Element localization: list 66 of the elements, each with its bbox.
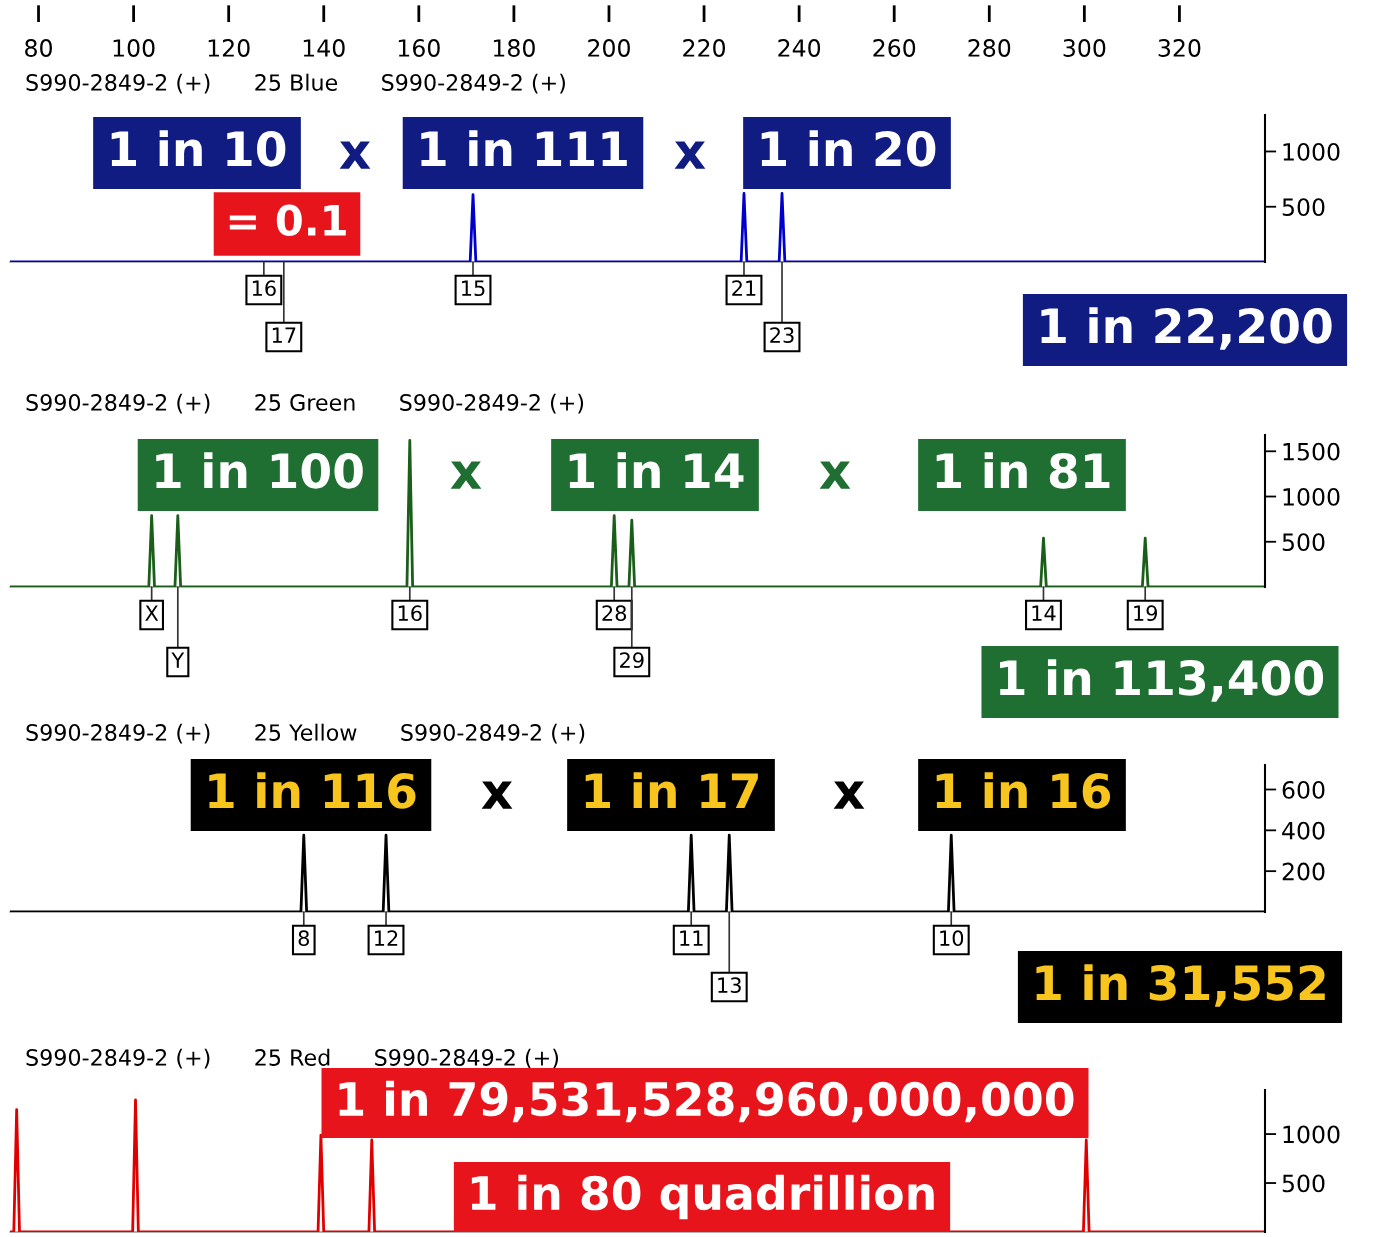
- annotation: 1 in 16: [936, 772, 1111, 809]
- y-tick-label: 1500: [1283, 442, 1340, 461]
- annotation: 1 in 17: [585, 772, 758, 809]
- annotation: x: [481, 781, 513, 809]
- annotation: 10: [940, 930, 964, 947]
- annotation: x: [674, 141, 706, 169]
- annotation: 12: [375, 930, 398, 946]
- annotation: 1 in 81: [936, 452, 1110, 489]
- annotation: 19: [1134, 605, 1157, 622]
- x-tick-label: 180: [493, 39, 535, 57]
- annotation: 8: [298, 930, 309, 947]
- x-tick-label: 240: [778, 39, 821, 57]
- x-tick-label: 280: [968, 39, 1011, 57]
- y-tick-label: 1000: [1283, 1125, 1340, 1144]
- annotation: 29: [620, 652, 644, 669]
- y-tick-label: 400: [1282, 821, 1325, 840]
- annotation: 13: [718, 977, 741, 994]
- annotation: 1 in 14: [569, 452, 744, 489]
- annotation: 16: [252, 280, 276, 297]
- annotation: 1 in 116: [209, 772, 416, 809]
- x-tick-label: 320: [1158, 39, 1201, 57]
- annotation: X: [145, 605, 159, 621]
- annotation: 1 in 20: [761, 130, 936, 167]
- text: 1 in 31,552: [1036, 964, 1325, 1007]
- x-tick-label: 120: [208, 39, 250, 57]
- line-series: [10, 439, 1265, 587]
- annotation: Y: [171, 652, 185, 668]
- x-tick-label: 80: [25, 39, 52, 57]
- chart-title: S990-2849-2 (+) 25 Green S990-2849-2 (+): [26, 393, 584, 414]
- y-tick-label: 600: [1282, 780, 1325, 799]
- annotation: 15: [462, 280, 485, 297]
- chart-title: S990-2849-2 (+) 25 Red S990-2849-2 (+): [26, 1048, 559, 1069]
- annotation: 21: [732, 280, 756, 296]
- x-tick-label: 300: [1063, 39, 1106, 57]
- y-tick-label: 500: [1282, 198, 1325, 217]
- chart-title: S990-2849-2 (+) 25 Blue S990-2849-2 (+): [26, 73, 565, 94]
- y-tick-label: 500: [1282, 1174, 1325, 1193]
- x-tick-label: 160: [398, 39, 440, 57]
- annotation: 17: [272, 327, 296, 343]
- text: 1 in 22,200: [1041, 307, 1332, 350]
- annotation: 14: [1032, 605, 1056, 621]
- x-tick-label: 140: [303, 39, 345, 57]
- y-tick-label: 1000: [1283, 487, 1340, 506]
- annotation: 1 in 10: [111, 130, 286, 167]
- annotation: 16: [398, 605, 422, 622]
- text: 1 in 113,400: [1000, 659, 1324, 702]
- chart-title: S990-2849-2 (+) 25 Yellow S990-2849-2 (+): [26, 723, 585, 744]
- annotation: x: [833, 781, 865, 809]
- y-tick-label: 500: [1282, 533, 1325, 552]
- annotation: 1 in 111: [421, 130, 627, 167]
- annotation: 1 in 79,531,528,960,000,000: [339, 1080, 1074, 1123]
- x-tick-label: 100: [113, 39, 155, 57]
- x-tick-label: 200: [588, 39, 630, 57]
- annotation: 11: [680, 930, 703, 946]
- annotation: 1 in 100: [156, 452, 363, 489]
- annotation: = 0.1: [229, 204, 346, 237]
- annotation: x: [450, 461, 482, 489]
- y-tick-label: 200: [1282, 862, 1325, 881]
- y-tick-label: 1000: [1283, 142, 1340, 161]
- annotation: x: [339, 141, 371, 169]
- x-tick-label: 220: [683, 39, 726, 57]
- annotation: x: [819, 461, 851, 489]
- annotation: 23: [770, 327, 794, 344]
- x-tick-label: 260: [873, 39, 916, 57]
- annotation: 1 in 80 quadrillion: [471, 1174, 934, 1220]
- annotation: 28: [602, 605, 627, 622]
